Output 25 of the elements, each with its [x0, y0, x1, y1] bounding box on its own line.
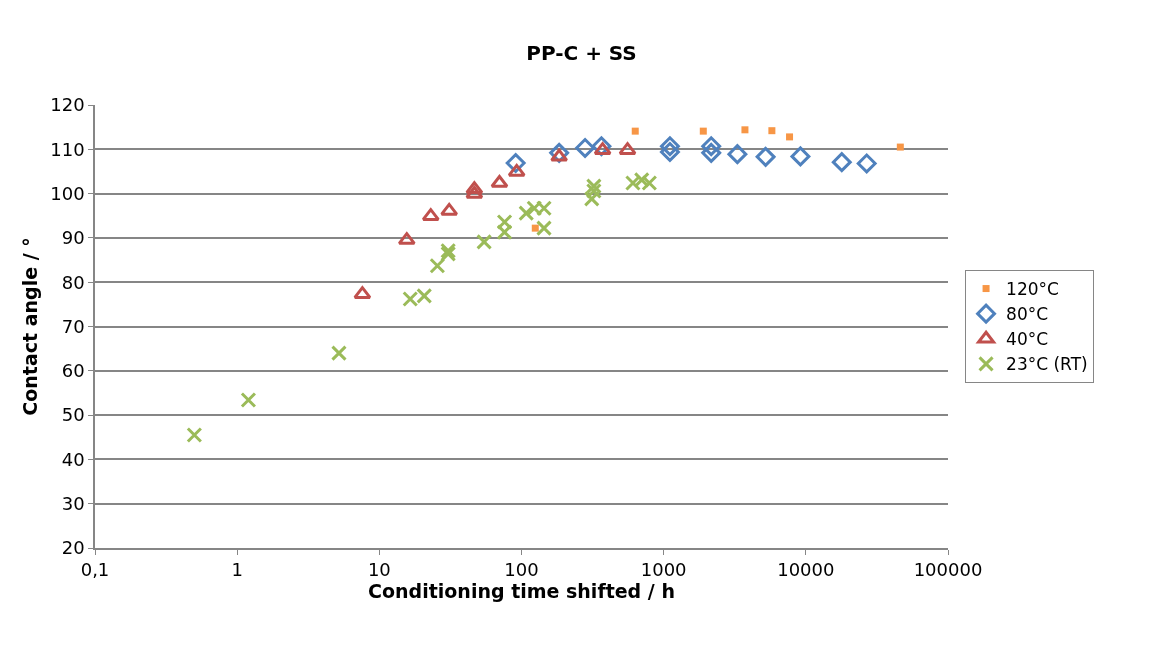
y-tick-label: 120 [50, 94, 85, 116]
y-tick-label: 30 [61, 493, 85, 514]
legend-label: 23°C (RT) [1006, 354, 1088, 375]
y-tick-label: 90 [61, 227, 85, 249]
y-tick-label: 110 [50, 138, 85, 160]
y-tick-label: 100 [50, 182, 85, 204]
x-tick-label: 10000 [777, 559, 835, 581]
legend-label: 40°C [1006, 329, 1049, 350]
legend-label: 80°C [1006, 304, 1049, 325]
x-tick-label: 10 [367, 559, 391, 581]
y-tick-label: 50 [61, 404, 85, 426]
y-tick-label: 20 [61, 537, 85, 559]
y-axis-title: Contact angle / ° [18, 237, 41, 416]
x-tick-label: 1 [231, 559, 243, 581]
x-tick-label: 0,1 [80, 559, 110, 581]
x-tick-label: 100 [504, 559, 539, 581]
x-tick-label: 100000 [913, 559, 983, 581]
x-axis-title: Conditioning time shifted / h [368, 580, 675, 603]
chart-title: PP-C + SS [526, 40, 637, 65]
legend-label: 120°C [1006, 279, 1059, 300]
x-tick-label: 1000 [640, 559, 687, 581]
y-tick-label: 60 [61, 360, 85, 382]
y-tick-label: 40 [61, 448, 85, 470]
y-tick-label: 80 [61, 271, 85, 293]
y-tick-label: 70 [61, 315, 85, 337]
